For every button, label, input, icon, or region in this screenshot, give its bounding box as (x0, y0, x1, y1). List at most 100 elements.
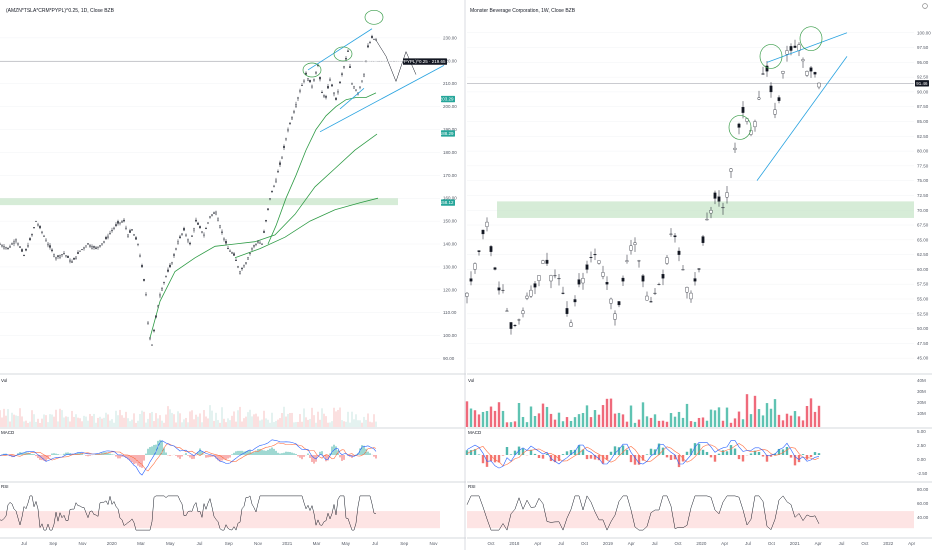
candle[interactable] (97, 247, 98, 248)
candle[interactable] (57, 256, 58, 257)
candle[interactable] (289, 123, 290, 124)
left-macd-pane[interactable]: MACD (0, 430, 377, 475)
candle[interactable] (331, 85, 332, 86)
candle[interactable] (85, 246, 86, 248)
candle[interactable] (558, 278, 560, 279)
candle[interactable] (626, 261, 628, 262)
candle[interactable] (199, 226, 200, 228)
candle[interactable] (119, 223, 120, 224)
candle[interactable] (363, 75, 364, 77)
candle[interactable] (674, 236, 676, 237)
candle[interactable] (43, 236, 44, 237)
candle[interactable] (59, 255, 60, 257)
candle[interactable] (239, 272, 240, 274)
candle[interactable] (141, 265, 142, 267)
candle[interactable] (333, 93, 334, 94)
candle[interactable] (231, 253, 232, 254)
candle[interactable] (319, 77, 320, 79)
candle[interactable] (514, 325, 516, 326)
candle[interactable] (570, 323, 572, 327)
candle[interactable] (658, 284, 660, 285)
candle[interactable] (802, 59, 804, 61)
candle[interactable] (351, 84, 352, 85)
candle[interactable] (127, 235, 128, 237)
candle[interactable] (682, 269, 684, 270)
candle[interactable] (27, 245, 28, 247)
candle[interactable] (39, 226, 40, 228)
candle[interactable] (247, 258, 248, 260)
candle[interactable] (722, 207, 724, 208)
candle[interactable] (758, 98, 760, 99)
candle[interactable] (215, 212, 216, 214)
candle[interactable] (105, 237, 106, 239)
candle[interactable] (259, 243, 260, 244)
moving-average-line[interactable] (150, 134, 377, 338)
candle[interactable] (662, 274, 664, 278)
macd-signal-line[interactable] (0, 443, 376, 471)
candle[interactable] (177, 242, 178, 243)
candle[interactable] (706, 219, 708, 220)
candle[interactable] (17, 243, 18, 244)
candle[interactable] (1, 245, 2, 246)
candle[interactable] (245, 262, 246, 264)
candle[interactable] (554, 275, 556, 276)
candle[interactable] (121, 222, 122, 223)
candle[interactable] (361, 81, 362, 82)
candle[interactable] (337, 91, 338, 92)
candle[interactable] (714, 193, 716, 199)
candle[interactable] (235, 260, 236, 261)
candle[interactable] (275, 180, 276, 182)
candle[interactable] (355, 90, 356, 91)
candle[interactable] (111, 230, 112, 231)
candle[interactable] (221, 232, 222, 233)
candle[interactable] (23, 255, 24, 256)
candle[interactable] (353, 87, 354, 88)
candle[interactable] (125, 228, 126, 229)
candle[interactable] (265, 220, 266, 221)
candle[interactable] (31, 234, 32, 235)
candle[interactable] (225, 241, 226, 243)
candle[interactable] (281, 157, 282, 158)
candle[interactable] (99, 245, 100, 247)
candle[interactable] (103, 242, 104, 243)
candle[interactable] (269, 198, 270, 199)
candle[interactable] (279, 163, 280, 165)
candle[interactable] (650, 301, 652, 302)
candle[interactable] (694, 279, 696, 282)
highlight-ellipse[interactable] (760, 44, 782, 68)
candle[interactable] (754, 122, 756, 127)
settings-gear-icon[interactable] (923, 4, 928, 9)
candle[interactable] (634, 243, 636, 245)
candle[interactable] (510, 322, 512, 328)
candle[interactable] (718, 197, 720, 202)
candle[interactable] (223, 238, 224, 239)
candle[interactable] (670, 234, 672, 235)
candle[interactable] (25, 249, 26, 250)
left-volume-pane[interactable]: Vol (0, 378, 377, 427)
candle[interactable] (11, 244, 12, 245)
candle[interactable] (291, 117, 292, 119)
candle[interactable] (710, 210, 712, 213)
candle[interactable] (83, 247, 84, 248)
candle[interactable] (21, 249, 22, 251)
candle[interactable] (498, 288, 500, 290)
candle[interactable] (367, 46, 368, 47)
candle[interactable] (243, 265, 244, 267)
candle[interactable] (311, 86, 312, 87)
candle[interactable] (470, 279, 472, 282)
candle[interactable] (327, 86, 328, 88)
candle[interactable] (602, 272, 604, 276)
candle[interactable] (606, 282, 608, 284)
candle[interactable] (371, 36, 372, 38)
trend-channel-line[interactable] (320, 65, 444, 131)
candle[interactable] (690, 293, 692, 299)
candle[interactable] (778, 98, 780, 101)
candle[interactable] (181, 234, 182, 235)
candle[interactable] (251, 249, 252, 250)
candle[interactable] (175, 249, 176, 250)
candle[interactable] (666, 258, 668, 264)
candle[interactable] (263, 231, 264, 232)
candle[interactable] (301, 85, 302, 86)
candle[interactable] (237, 266, 238, 267)
